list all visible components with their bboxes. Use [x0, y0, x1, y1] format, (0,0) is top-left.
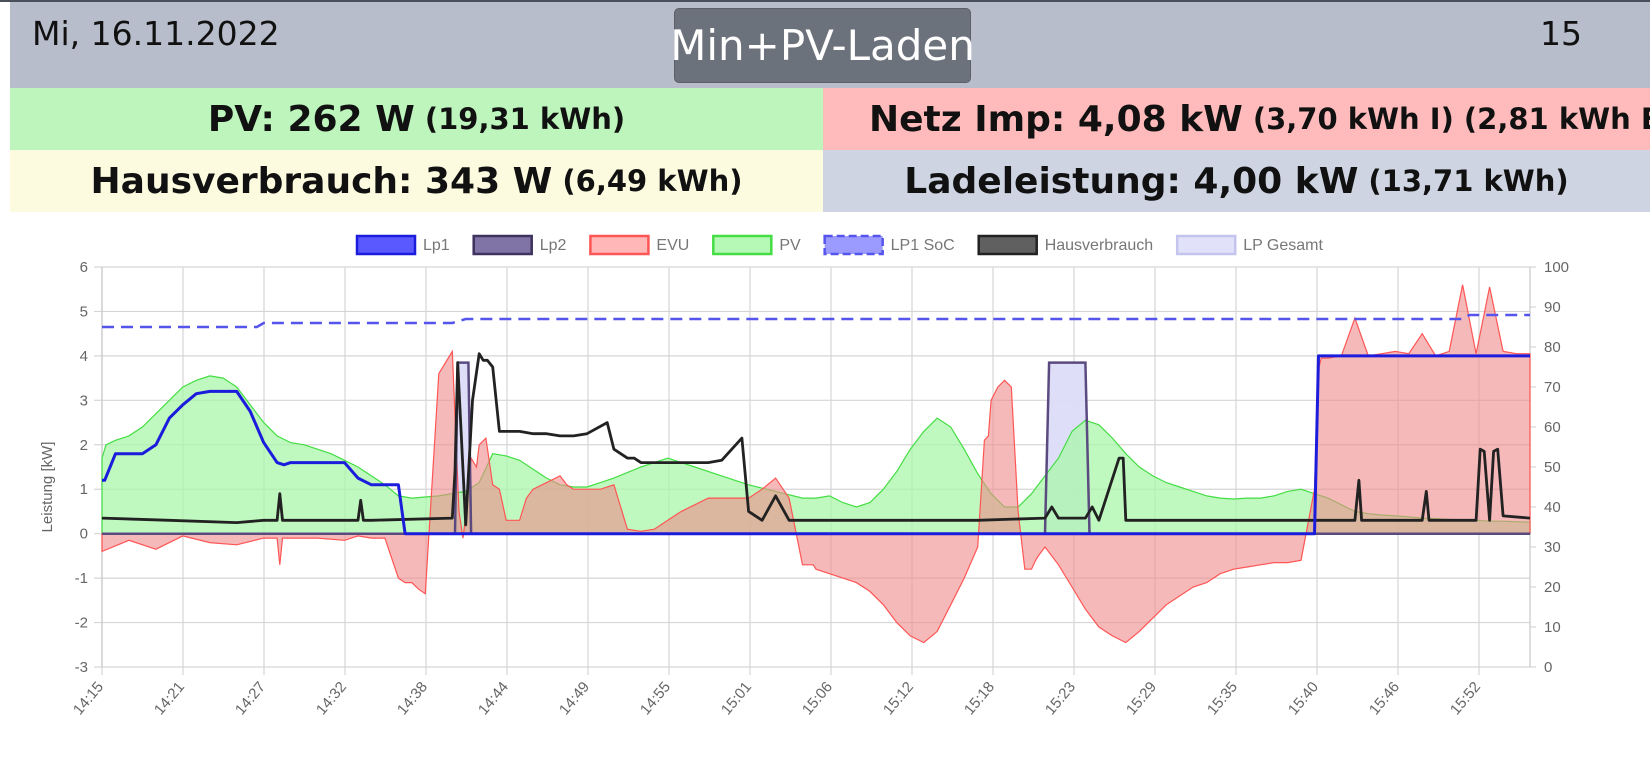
legend-label: LP Gesamt [1243, 237, 1323, 254]
x-tick-label: 15:01 [718, 679, 755, 719]
x-tick-label: 15:06 [799, 679, 836, 719]
house-power: Hausverbrauch: 343 W [90, 160, 553, 202]
x-tick-label: 15:40 [1285, 679, 1322, 719]
y2-tick-label: 50 [1544, 459, 1561, 476]
legend-swatch [1175, 234, 1237, 256]
pv-power: PV: 262 W [207, 98, 415, 140]
status-header: Mi, 16.11.2022 Min+PV-Laden 15 [10, 2, 1650, 88]
legend-label: Lp1 [423, 237, 450, 254]
x-tick-label: 15:12 [880, 679, 917, 719]
y-tick-label: 6 [80, 259, 88, 276]
x-tick-label: 14:21 [151, 679, 188, 719]
y2-tick-label: 100 [1544, 259, 1569, 276]
y2-tick-label: 20 [1544, 579, 1561, 596]
grid-power: Netz Imp: 4,08 kW [869, 98, 1243, 140]
date-label: Mi, 16.11.2022 [32, 14, 280, 53]
charge-energy: (13,71 kWh) [1368, 164, 1569, 198]
y-tick-label: 2 [80, 437, 88, 454]
charge-tile: Ladeleistung: 4,00 kW (13,71 kWh) [823, 150, 1650, 212]
top-border [0, 0, 1650, 2]
y-tick-label: 0 [80, 526, 88, 543]
y2-tick-label: 10 [1544, 619, 1561, 636]
x-tick-label: 14:32 [313, 679, 350, 719]
x-tick-label: 14:55 [637, 679, 674, 719]
x-tick-label: 14:49 [556, 679, 593, 719]
lp1-series [102, 354, 1530, 536]
house-consumption-series [101, 352, 1531, 527]
x-tick-label: 15:46 [1366, 679, 1403, 719]
legend-item[interactable]: Lp1 [355, 234, 450, 256]
power-chart-svg[interactable]: 6543210-1-2-3100908070605040302010014:15… [0, 215, 1650, 765]
y2-tick-label: 30 [1544, 539, 1561, 556]
x-tick-label: 14:38 [394, 679, 431, 719]
legend-label: Hausverbrauch [1045, 237, 1154, 254]
evu-series [101, 284, 1531, 644]
legend-label: Lp2 [540, 237, 567, 254]
legend-swatch [355, 234, 417, 256]
legend-label: LP1 SoC [891, 237, 955, 254]
legend-item[interactable]: PV [712, 234, 801, 256]
y-tick-label: 3 [80, 392, 88, 409]
y2-tick-label: 60 [1544, 419, 1561, 436]
house-energy: (6,49 kWh) [562, 164, 743, 198]
y-axis-title: Leistung [kW] [39, 442, 56, 533]
grid-energy: (3,70 kWh I) (2,81 kWh E) [1252, 102, 1650, 136]
legend-swatch [589, 234, 650, 256]
y2-tick-label: 40 [1544, 499, 1561, 516]
y-tick-label: -1 [75, 570, 88, 587]
x-tick-label: 14:27 [232, 679, 269, 719]
legend-item[interactable]: Lp2 [472, 234, 567, 256]
y-tick-label: -2 [75, 615, 88, 632]
legend-swatch [472, 234, 533, 256]
legend-label: EVU [656, 237, 689, 254]
grid-tile: Netz Imp: 4,08 kW (3,70 kWh I) (2,81 kWh… [823, 88, 1650, 150]
house-tile: Hausverbrauch: 343 W (6,49 kWh) [10, 150, 823, 212]
x-tick-label: 14:44 [475, 679, 512, 719]
legend-swatch [977, 234, 1038, 256]
lp1-soc-series [102, 313, 1530, 329]
y-tick-label: 4 [80, 348, 88, 365]
legend-label: PV [779, 237, 801, 254]
legend-swatch [823, 234, 884, 256]
legend-item[interactable]: LP1 SoC [823, 234, 955, 256]
x-tick-label: 14:15 [70, 679, 107, 719]
legend-swatch [712, 234, 773, 256]
x-tick-label: 15:23 [1042, 679, 1079, 719]
x-tick-label: 15:52 [1447, 679, 1484, 719]
x-tick-label: 15:35 [1204, 679, 1241, 719]
legend-item[interactable]: Hausverbrauch [977, 234, 1154, 256]
x-tick-label: 15:18 [961, 679, 998, 719]
charge-mode-button[interactable]: Min+PV-Laden [670, 8, 975, 83]
pv-tile: PV: 262 W (19,31 kWh) [10, 88, 823, 150]
y2-tick-label: 0 [1544, 659, 1552, 676]
y-tick-label: 5 [80, 303, 88, 320]
y-tick-label: -3 [75, 659, 88, 676]
y-tick-label: 1 [80, 481, 88, 498]
legend-item[interactable]: LP Gesamt [1175, 234, 1324, 256]
legend-item[interactable]: EVU [589, 234, 689, 256]
power-chart[interactable]: 6 5 4 3 2 1 0 -1 -2 -3 100 90 80 70 60 50 40 30 20 10 0 14:15… [0, 215, 1650, 765]
x-tick-label: 15:29 [1123, 679, 1160, 719]
y2-tick-label: 90 [1544, 299, 1561, 316]
pv-energy: (19,31 kWh) [424, 102, 626, 136]
time-label: 15 [1540, 14, 1582, 53]
y2-tick-label: 80 [1544, 339, 1561, 356]
y2-tick-label: 70 [1544, 379, 1561, 396]
charge-power: Ladeleistung: 4,00 kW [904, 160, 1359, 202]
